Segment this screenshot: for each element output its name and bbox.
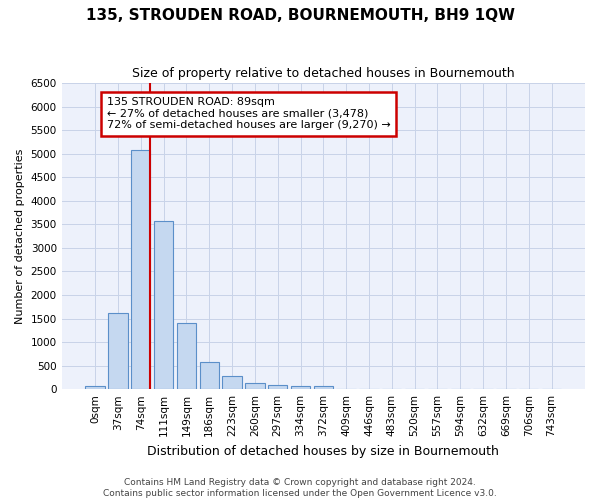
Bar [154, 221, 173, 389]
Bar [200, 362, 219, 389]
Bar [268, 385, 287, 389]
X-axis label: Distribution of detached houses by size in Bournemouth: Distribution of detached houses by size … [148, 444, 499, 458]
Bar [245, 383, 265, 389]
Title: Size of property relative to detached houses in Bournemouth: Size of property relative to detached ho… [132, 68, 515, 80]
Bar [177, 323, 196, 389]
Bar [314, 386, 333, 389]
Bar [223, 376, 242, 389]
Bar [131, 150, 151, 389]
Text: 135 STROUDEN ROAD: 89sqm
← 27% of detached houses are smaller (3,478)
72% of sem: 135 STROUDEN ROAD: 89sqm ← 27% of detach… [107, 97, 391, 130]
Bar [291, 386, 310, 389]
Text: Contains HM Land Registry data © Crown copyright and database right 2024.
Contai: Contains HM Land Registry data © Crown c… [103, 478, 497, 498]
Text: 135, STROUDEN ROAD, BOURNEMOUTH, BH9 1QW: 135, STROUDEN ROAD, BOURNEMOUTH, BH9 1QW [86, 8, 515, 22]
Y-axis label: Number of detached properties: Number of detached properties [15, 148, 25, 324]
Bar [108, 312, 128, 389]
Bar [85, 386, 105, 389]
